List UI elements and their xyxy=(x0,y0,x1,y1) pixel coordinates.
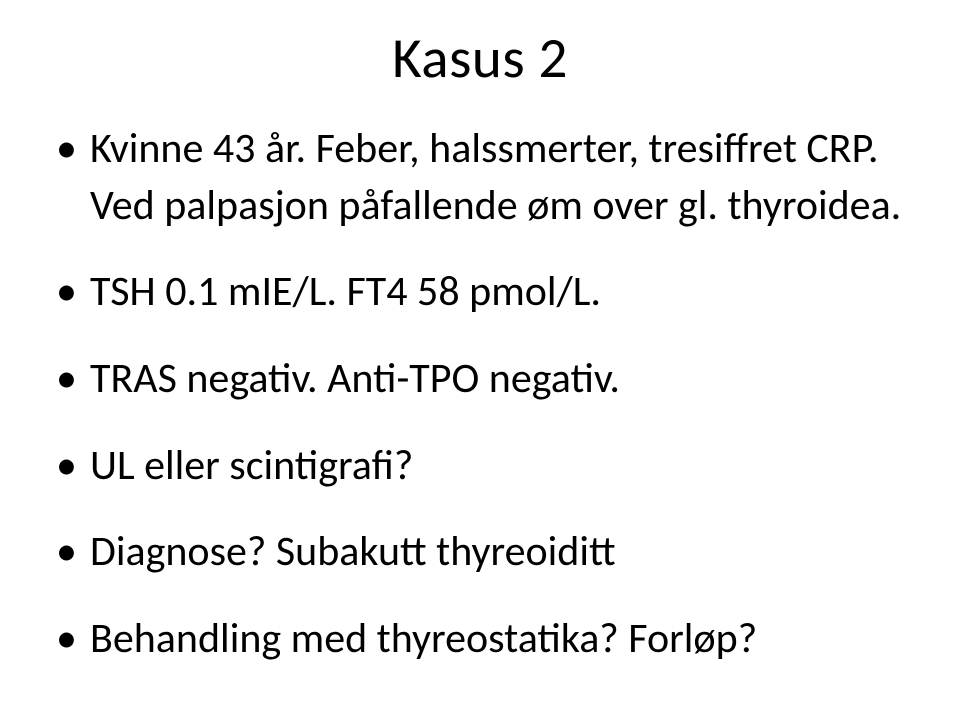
bullet-item: Kvinne 43 år. Feber, halssmerter, tresif… xyxy=(50,121,910,234)
bullet-item: Diagnose? Subakutt thyreoiditt xyxy=(50,524,910,581)
bullet-item: Behandling med thyreostatika? Forløp? xyxy=(50,611,910,668)
slide-title: Kasus 2 xyxy=(50,24,910,93)
bullet-item: UL eller scintigrafi? xyxy=(50,438,910,495)
bullet-item: TSH 0.1 mIE/L. FT4 58 pmol/L. xyxy=(50,264,910,321)
bullet-item: TRAS negativ. Anti-TPO negativ. xyxy=(50,351,910,408)
bullet-list: Kvinne 43 år. Feber, halssmerter, tresif… xyxy=(50,121,910,668)
slide: Kasus 2 Kvinne 43 år. Feber, halssmerter… xyxy=(0,0,960,709)
